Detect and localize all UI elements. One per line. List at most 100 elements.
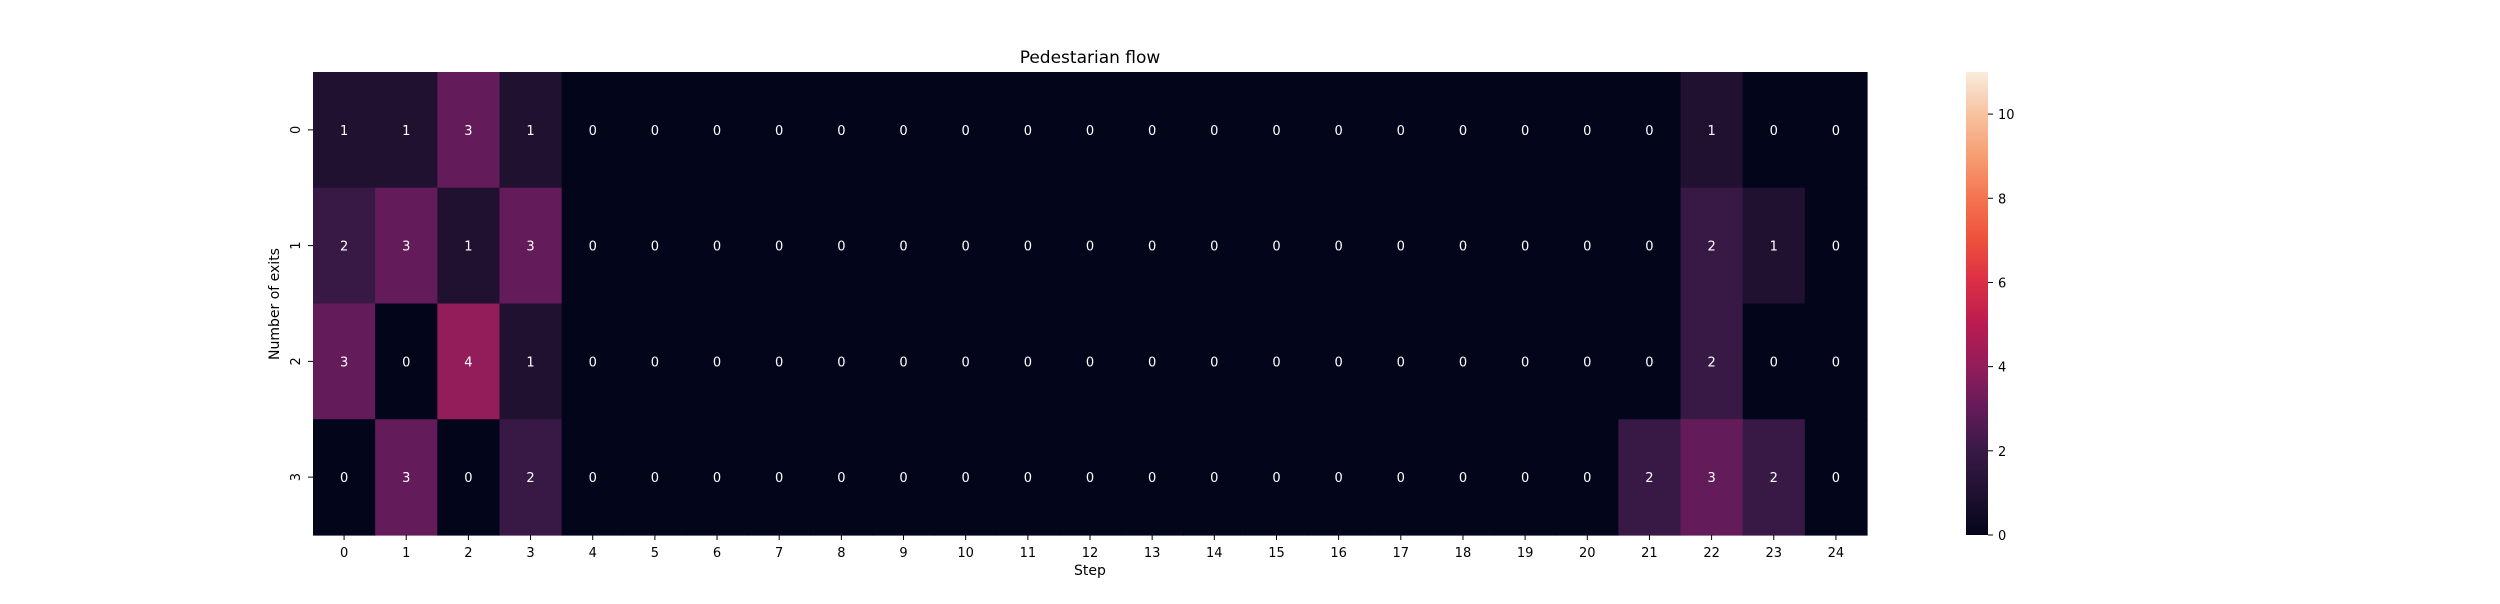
heatmap-cell (934, 419, 998, 536)
x-tick-label: 21 (1641, 546, 1658, 561)
heatmap-cell (623, 303, 687, 420)
cell-value-label: 0 (1210, 240, 1218, 255)
cell-value-label: 2 (1770, 471, 1778, 486)
heatmap-cell (1121, 419, 1184, 536)
heatmap-cell (1494, 419, 1557, 536)
x-tick-label: 16 (1330, 546, 1347, 561)
cell-value-label: 3 (464, 124, 472, 139)
cell-value-label: 0 (1521, 471, 1529, 486)
heatmap-cell (1804, 303, 1868, 420)
heatmap-cell (1494, 303, 1557, 420)
heatmap-cell (1742, 303, 1806, 420)
cell-value-label: 0 (1645, 124, 1653, 139)
heatmap-cell (1058, 187, 1122, 305)
x-tick-label: 8 (837, 546, 845, 561)
cell-value-label: 0 (589, 240, 597, 255)
cell-value-label: 0 (1272, 240, 1280, 255)
x-tick-label: 9 (899, 546, 907, 561)
x-tick-label: 18 (1455, 546, 1472, 561)
colorbar-tick-label: 8 (1998, 192, 2006, 207)
cell-value-label: 1 (526, 355, 534, 370)
cell-value-label: 0 (1210, 355, 1218, 370)
heatmap-cell (1058, 419, 1122, 536)
heatmap-cell (313, 303, 376, 420)
cell-value-label: 1 (340, 124, 348, 139)
cell-value-label: 2 (1645, 471, 1653, 486)
cell-value-label: 0 (1397, 471, 1405, 486)
heatmap-cell (1494, 187, 1557, 305)
cell-value-label: 0 (340, 471, 348, 486)
cell-value-label: 0 (962, 471, 970, 486)
cell-value-label: 0 (1024, 124, 1032, 139)
heatmap-cell (1369, 72, 1433, 189)
x-tick-label: 3 (526, 546, 534, 561)
heatmap-cell (1183, 187, 1246, 305)
heatmap-cell (934, 303, 998, 420)
cell-value-label: 0 (1024, 471, 1032, 486)
y-tick-label: 3 (289, 473, 304, 481)
cell-value-label: 1 (402, 124, 410, 139)
heatmap-cell (996, 187, 1060, 305)
heatmap-cell (748, 72, 811, 189)
heatmap-cell (623, 419, 687, 536)
heatmap-cell (685, 303, 749, 420)
cell-value-label: 0 (1583, 471, 1591, 486)
cell-value-label: 0 (837, 124, 845, 139)
x-tick-label: 10 (957, 546, 974, 561)
cell-value-label: 1 (1707, 124, 1715, 139)
cell-value-label: 2 (1707, 240, 1715, 255)
heatmap-cell (996, 419, 1060, 536)
y-axis: 0 1 2 3 (289, 126, 313, 481)
colorbar-tick-label: 0 (1998, 529, 2006, 544)
cell-value-label: 0 (837, 355, 845, 370)
cell-value-label: 2 (340, 240, 348, 255)
cell-value-label: 0 (1832, 240, 1840, 255)
heatmap-cell (1121, 303, 1184, 420)
x-tick-label: 19 (1517, 546, 1534, 561)
cell-value-label: 1 (1770, 240, 1778, 255)
x-tick-label: 11 (1020, 546, 1037, 561)
cell-value-label: 0 (1459, 124, 1467, 139)
cell-value-label: 0 (837, 240, 845, 255)
cell-value-label: 0 (402, 355, 410, 370)
heatmap-cell (1680, 303, 1744, 420)
cell-value-label: 3 (1707, 471, 1715, 486)
cell-value-label: 0 (962, 124, 970, 139)
cell-value-label: 0 (1645, 355, 1653, 370)
cell-value-label: 0 (589, 471, 597, 486)
heatmap-cell (1431, 72, 1495, 189)
cell-value-label: 0 (1148, 355, 1156, 370)
heatmap-cell (499, 187, 563, 305)
cell-value-label: 0 (899, 124, 907, 139)
heatmap-cell (872, 419, 936, 536)
heatmap-cell (1804, 187, 1868, 305)
heatmap-cell (1058, 72, 1122, 189)
cell-value-label: 0 (1024, 355, 1032, 370)
heatmap-cell (437, 187, 501, 305)
heatmap-cell (685, 187, 749, 305)
cell-value-label: 0 (1148, 240, 1156, 255)
cell-value-label: 0 (589, 124, 597, 139)
cell-value-label: 0 (1272, 471, 1280, 486)
cell-value-label: 0 (899, 240, 907, 255)
heatmap-cell (561, 72, 625, 189)
heatmap-cell (1307, 72, 1371, 189)
cell-value-label: 0 (775, 240, 783, 255)
heatmap-cell (1369, 303, 1433, 420)
heatmap-cell (1742, 419, 1806, 536)
x-tick-label: 22 (1703, 546, 1720, 561)
cell-value-label: 0 (1583, 355, 1591, 370)
heatmap-cell (313, 72, 376, 189)
cell-value-label: 0 (962, 355, 970, 370)
heatmap-cell (375, 303, 438, 420)
heatmap-cell (375, 187, 438, 305)
heatmap-cell (748, 303, 811, 420)
chart-title: Pedestarian flow (1020, 48, 1161, 68)
heatmap-cell (996, 303, 1060, 420)
heatmap-cell (623, 72, 687, 189)
cell-value-label: 4 (464, 355, 472, 370)
cell-value-label: 0 (1770, 124, 1778, 139)
heatmap-cell (1618, 303, 1682, 420)
heatmap-cell (810, 187, 874, 305)
cell-value-label: 0 (1334, 124, 1342, 139)
